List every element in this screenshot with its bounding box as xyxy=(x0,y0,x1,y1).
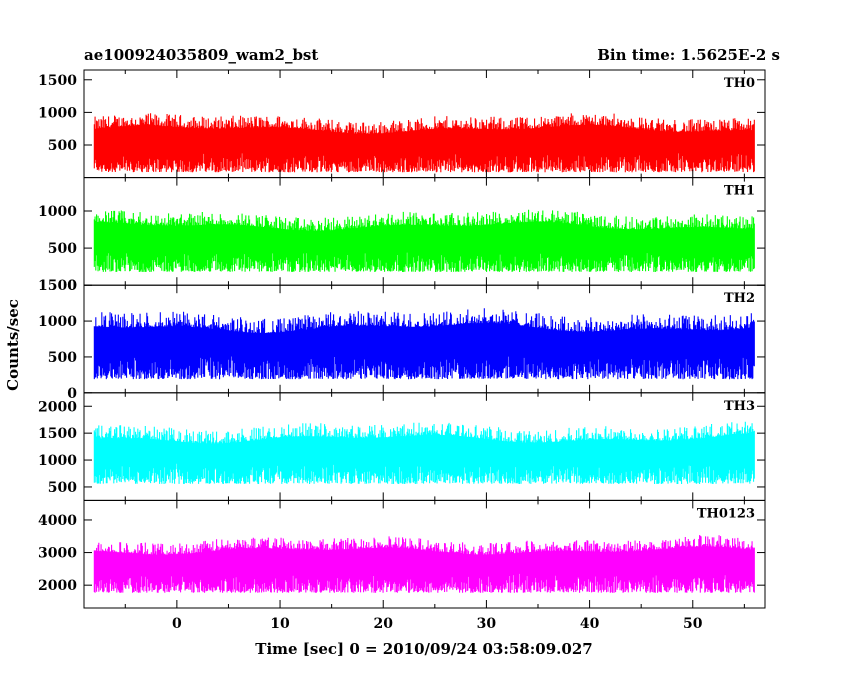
y-tick-label: 3000 xyxy=(38,546,77,562)
series-line-th1 xyxy=(93,209,755,272)
y-axis-label: Counts/sec xyxy=(4,299,22,391)
chart-title-right: Bin time: 1.5625E-2 s xyxy=(597,46,780,64)
y-tick-label: 1500 xyxy=(38,426,77,442)
x-tick-label: 50 xyxy=(683,616,703,632)
x-tick-label: 20 xyxy=(373,616,393,632)
y-tick-label: 0 xyxy=(67,278,77,294)
y-tick-label: 1500 xyxy=(38,278,77,294)
series-line-th2 xyxy=(93,308,755,380)
series-line-th0123 xyxy=(93,535,755,593)
x-tick-label: 40 xyxy=(580,616,600,632)
panel-th0123: 2000 3000 4000 TH0123 xyxy=(38,499,766,609)
series-line-th3 xyxy=(93,421,755,484)
panel-th2: 0 500 1000 1500 TH2 xyxy=(38,278,766,402)
panel-th0: 500 1000 1500 TH0 xyxy=(38,69,766,179)
y-tick-label: 500 xyxy=(48,241,77,257)
x-tick-label: 0 xyxy=(172,616,182,632)
panel-th1: 0 500 1000 TH1 xyxy=(38,177,766,294)
panel-label: TH3 xyxy=(724,399,755,414)
y-tick-label: 2000 xyxy=(38,578,77,594)
x-axis-label: Time [sec] 0 = 2010/09/24 03:58:09.027 xyxy=(255,640,592,658)
panel-label: TH1 xyxy=(724,184,755,199)
y-tick-label: 500 xyxy=(48,350,77,366)
panel-label: TH0 xyxy=(724,76,755,91)
y-tick-label: 1000 xyxy=(38,105,77,121)
y-tick-label: 4000 xyxy=(38,513,77,529)
y-tick-label: 500 xyxy=(48,480,77,496)
y-tick-label: 0 xyxy=(67,386,77,402)
y-tick-label: 500 xyxy=(48,138,77,154)
panel-label: TH2 xyxy=(724,291,755,306)
series-line-th0 xyxy=(93,113,755,173)
y-tick-label: 1000 xyxy=(38,314,77,330)
x-tick-label: 10 xyxy=(270,616,290,632)
panel-th3: 500 1000 1500 2000 TH3 xyxy=(38,392,766,501)
panel-label: TH0123 xyxy=(697,506,755,521)
y-tick-label: 1500 xyxy=(38,73,77,89)
x-tick-label: 30 xyxy=(477,616,497,632)
y-tick-label: 1000 xyxy=(38,453,77,469)
chart-title-left: ae100924035809_wam2_bst xyxy=(84,46,318,64)
y-tick-label: 2000 xyxy=(38,399,77,415)
y-tick-label: 1000 xyxy=(38,204,77,220)
panel-frame xyxy=(83,499,766,609)
